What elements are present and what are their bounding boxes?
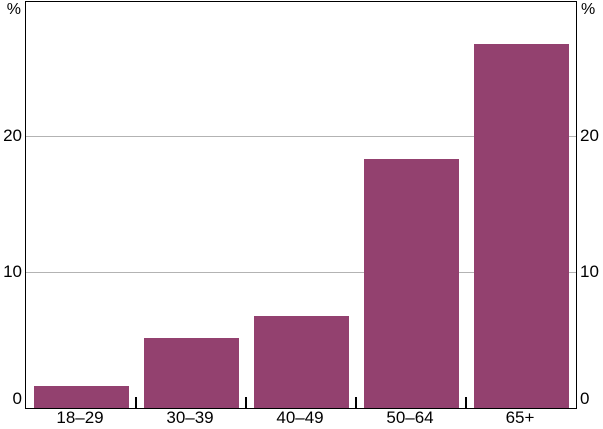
bar-1 bbox=[143, 337, 239, 408]
x-axis-tick-1 bbox=[135, 397, 137, 408]
x-tick-label-0: 18–29 bbox=[56, 408, 104, 427]
x-tick-label-4: 65+ bbox=[505, 408, 535, 427]
x-tick-label-1: 30–39 bbox=[166, 408, 214, 427]
x-tick-label-3: 50–64 bbox=[386, 408, 434, 427]
x-tick-label-2: 40–49 bbox=[276, 408, 324, 427]
bar-3 bbox=[363, 159, 459, 408]
gridline-10 bbox=[26, 271, 576, 273]
y-tick-label-right-10: 10 bbox=[580, 261, 599, 281]
y-axis-unit-left: % bbox=[6, 1, 21, 18]
y-tick-label-left-0: 0 bbox=[12, 389, 22, 408]
y-tick-label-left-10: 10 bbox=[3, 261, 22, 281]
x-axis-tick-3 bbox=[355, 397, 357, 408]
y-tick-label-left-20: 20 bbox=[3, 126, 22, 146]
gridline-20 bbox=[26, 136, 576, 138]
y-axis-unit-right: % bbox=[581, 1, 596, 18]
bar-2 bbox=[253, 315, 349, 408]
x-axis-tick-4 bbox=[465, 397, 467, 408]
bar-4 bbox=[473, 43, 569, 408]
bar-0 bbox=[33, 386, 129, 408]
y-tick-label-right-20: 20 bbox=[580, 126, 599, 146]
plot-area bbox=[25, 1, 577, 409]
x-axis-tick-2 bbox=[245, 397, 247, 408]
y-tick-label-right-0: 0 bbox=[580, 389, 590, 408]
